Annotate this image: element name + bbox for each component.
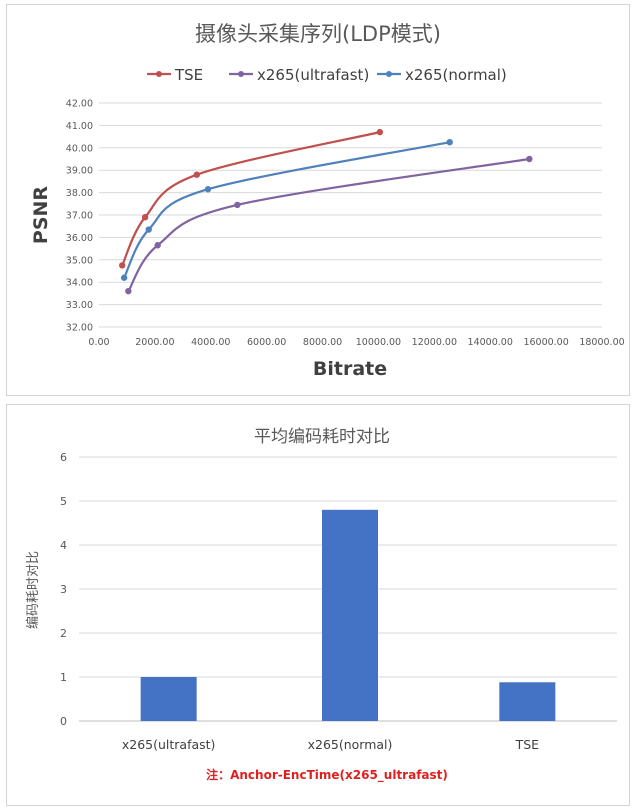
data-point-0-2: [193, 171, 201, 178]
bar-1: [322, 509, 378, 721]
enc-time-chart-panel: 平均编码耗时对比 0 1 2 3 4 5 6 编码耗时对比 x265(ultrafast) x265…: [6, 404, 630, 806]
legend-label-1: x265(ultrafast): [257, 66, 369, 84]
y-tick-label: 2: [60, 627, 67, 640]
x-category-label: TSE: [515, 737, 540, 752]
x-tick-label: 16000.00: [523, 337, 568, 348]
data-point-2-2: [204, 186, 212, 193]
legend-marker-1: [238, 71, 244, 77]
y-tick-label: 6: [60, 451, 67, 464]
x-tick-label: 4000.00: [191, 337, 230, 348]
x-tick-label: 18000.00: [579, 337, 624, 348]
legend-marker-0: [156, 71, 162, 77]
legend-label-0: TSE: [174, 66, 203, 84]
chart-title: 摄像头采集序列(LDP模式): [195, 22, 441, 46]
x-tick-label: 10000.00: [356, 337, 401, 348]
legend-label-2: x265(normal): [405, 66, 507, 84]
x-category-label: x265(normal): [308, 737, 393, 752]
y-tick-label: 4: [60, 539, 67, 552]
x-axis-label: Bitrate: [313, 358, 387, 380]
y-tick-label: 42.00: [66, 99, 93, 110]
data-point-1-1: [154, 242, 161, 249]
psnr-bitrate-line-chart: 摄像头采集序列(LDP模式) TSE x265(ultrafast) x265(nor…: [30, 22, 625, 380]
x-tick-label: 14000.00: [468, 337, 513, 348]
y-tick-label: 38.00: [66, 188, 93, 199]
x-tick-label: 6000.00: [247, 337, 286, 348]
y-tick-label: 33.00: [66, 300, 93, 311]
y-tick-label: 3: [60, 583, 67, 596]
y-axis-label: PSNR: [30, 186, 52, 245]
y-tick-label: 36.00: [66, 233, 93, 244]
series-line-2: [123, 141, 450, 279]
psnr-chart-panel: 摄像头采集序列(LDP模式) TSE x265(ultrafast) x265(nor…: [6, 4, 630, 396]
chart-title: 平均编码耗时对比: [254, 427, 390, 447]
y-tick-label: 5: [60, 495, 67, 508]
y-tick-label: 37.00: [66, 211, 93, 222]
x-tick-label: 0.00: [88, 337, 109, 348]
data-point-2-0: [120, 274, 128, 281]
data-point-2-1: [145, 226, 152, 233]
series-line-0: [121, 131, 381, 266]
y-tick-label: 32.00: [66, 323, 93, 334]
y-tick-label: 1: [60, 671, 67, 684]
y-tick-label: 34.00: [66, 278, 93, 289]
legend-marker-2: [386, 71, 392, 77]
bar-2: [499, 682, 556, 721]
data-point-1-2: [234, 201, 241, 209]
enc-time-bar-chart: 平均编码耗时对比 0 1 2 3 4 5 6 编码耗时对比 x265(ultrafast) x265…: [26, 427, 617, 783]
data-point-0-0: [118, 262, 126, 269]
x-tick-label: 12000.00: [412, 337, 457, 348]
y-tick-label: 40.00: [66, 143, 93, 154]
x-tick-label: 8000.00: [303, 337, 342, 348]
y-tick-label: 41.00: [66, 121, 93, 132]
data-point-2-3: [446, 139, 453, 146]
data-point-1-0: [125, 287, 132, 295]
y-axis-label: 编码耗时对比: [26, 551, 41, 629]
y-tick-label: 35.00: [66, 255, 93, 266]
y-tick-label: 39.00: [66, 166, 93, 177]
footnote: 注：Anchor-EncTime(x265_ultrafast): [206, 767, 448, 783]
y-tick-label: 0: [60, 715, 67, 728]
data-point-1-3: [526, 155, 533, 163]
data-point-0-3: [376, 128, 384, 136]
bar-0: [140, 677, 197, 721]
x-category-label: x265(ultrafast): [122, 737, 216, 752]
data-point-0-1: [141, 214, 149, 221]
x-tick-label: 2000.00: [135, 337, 174, 348]
